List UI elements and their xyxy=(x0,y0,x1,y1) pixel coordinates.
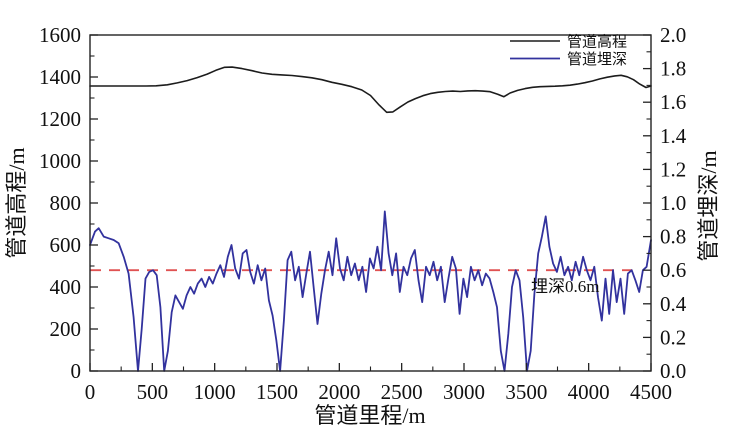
left-y-tick-label: 0 xyxy=(71,359,82,383)
left-y-axis-ticks: 0 200 400 600 800 1000 1200 1400 1600 xyxy=(39,23,98,383)
x-tick-label: 0 xyxy=(85,380,96,404)
x-tick-label: 2000 xyxy=(318,380,360,404)
x-tick-label: 500 xyxy=(137,380,169,404)
left-y-tick-label: 1400 xyxy=(39,65,81,89)
x-tick-label: 4500 xyxy=(630,380,672,404)
x-tick-label: 2500 xyxy=(381,380,423,404)
left-y-tick-label: 600 xyxy=(50,233,82,257)
x-tick-label: 1500 xyxy=(256,380,298,404)
left-y-tick-label: 200 xyxy=(50,317,82,341)
right-y-tick-label: 0.8 xyxy=(660,225,686,249)
burial-depth-series-line xyxy=(89,210,652,372)
x-axis-title: 管道里程/m xyxy=(314,403,425,428)
elevation-series-line xyxy=(89,66,652,114)
legend: 管道高程 管道埋深 xyxy=(510,34,627,68)
plot-layer: 0 500 1000 1500 2000 2500 3000 3500 4000 4500 0 200… xyxy=(39,23,687,404)
right-y-axis-title: 管道埋深/m xyxy=(696,150,721,261)
reference-line-label: 埋深0.6m xyxy=(531,277,599,296)
x-tick-label: 3000 xyxy=(443,380,485,404)
right-y-tick-label: 2.0 xyxy=(660,23,686,47)
right-y-tick-label: 1.2 xyxy=(660,157,686,181)
right-y-tick-label: 1.4 xyxy=(660,124,687,148)
x-tick-label: 1000 xyxy=(194,380,236,404)
right-y-tick-label: 0.6 xyxy=(660,258,686,282)
right-y-tick-label: 0.4 xyxy=(660,292,687,316)
left-y-tick-label: 1600 xyxy=(39,23,81,47)
left-y-tick-label: 800 xyxy=(50,191,82,215)
left-y-tick-label: 400 xyxy=(50,275,82,299)
legend-label-elevation: 管道高程 xyxy=(567,34,627,51)
legend-item-elevation: 管道高程 xyxy=(510,34,627,51)
left-y-tick-label: 1000 xyxy=(39,149,81,173)
x-tick-label: 3500 xyxy=(505,380,547,404)
right-y-tick-label: 1.6 xyxy=(660,90,686,114)
x-tick-label: 4000 xyxy=(568,380,610,404)
left-y-tick-label: 1200 xyxy=(39,107,81,131)
legend-label-burial-depth: 管道埋深 xyxy=(567,51,627,68)
x-axis-ticks: 0 500 1000 1500 2000 2500 3000 3500 4000 4500 xyxy=(85,363,672,404)
right-y-tick-label: 0.2 xyxy=(660,325,686,349)
right-y-axis-ticks: 0.0 0.2 0.4 0.6 0.8 1.0 1.2 1.4 1.6 1.8 2.0 xyxy=(643,23,687,383)
right-y-tick-label: 0.0 xyxy=(660,359,686,383)
right-y-tick-label: 1.8 xyxy=(660,57,686,81)
left-y-axis-title: 管道高程/m xyxy=(4,147,29,258)
legend-item-burial-depth: 管道埋深 xyxy=(510,51,627,68)
right-y-tick-label: 1.0 xyxy=(660,191,686,215)
